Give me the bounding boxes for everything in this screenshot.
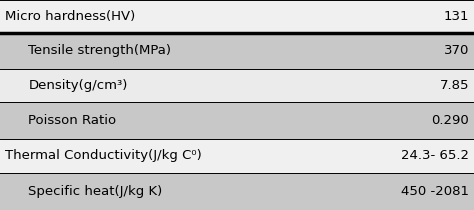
Text: Tensile strength(MPa): Tensile strength(MPa) — [28, 45, 172, 57]
Text: 370: 370 — [444, 45, 469, 57]
Text: 7.85: 7.85 — [440, 79, 469, 92]
Text: 450 -2081: 450 -2081 — [401, 185, 469, 198]
Text: Specific heat(J/kg K): Specific heat(J/kg K) — [28, 185, 163, 198]
Bar — [0, 139, 474, 173]
Text: Density(g/cm³): Density(g/cm³) — [28, 79, 128, 92]
Bar — [0, 173, 474, 210]
Bar — [0, 0, 474, 33]
Text: 0.290: 0.290 — [431, 114, 469, 127]
Bar — [0, 33, 474, 69]
Text: Thermal Conductivity(J/kg C⁰): Thermal Conductivity(J/kg C⁰) — [5, 150, 201, 162]
Bar — [0, 69, 474, 102]
Bar — [0, 102, 474, 139]
Text: Poisson Ratio: Poisson Ratio — [28, 114, 117, 127]
Text: 131: 131 — [444, 10, 469, 23]
Text: Micro hardness(HV): Micro hardness(HV) — [5, 10, 135, 23]
Text: 24.3- 65.2: 24.3- 65.2 — [401, 150, 469, 162]
